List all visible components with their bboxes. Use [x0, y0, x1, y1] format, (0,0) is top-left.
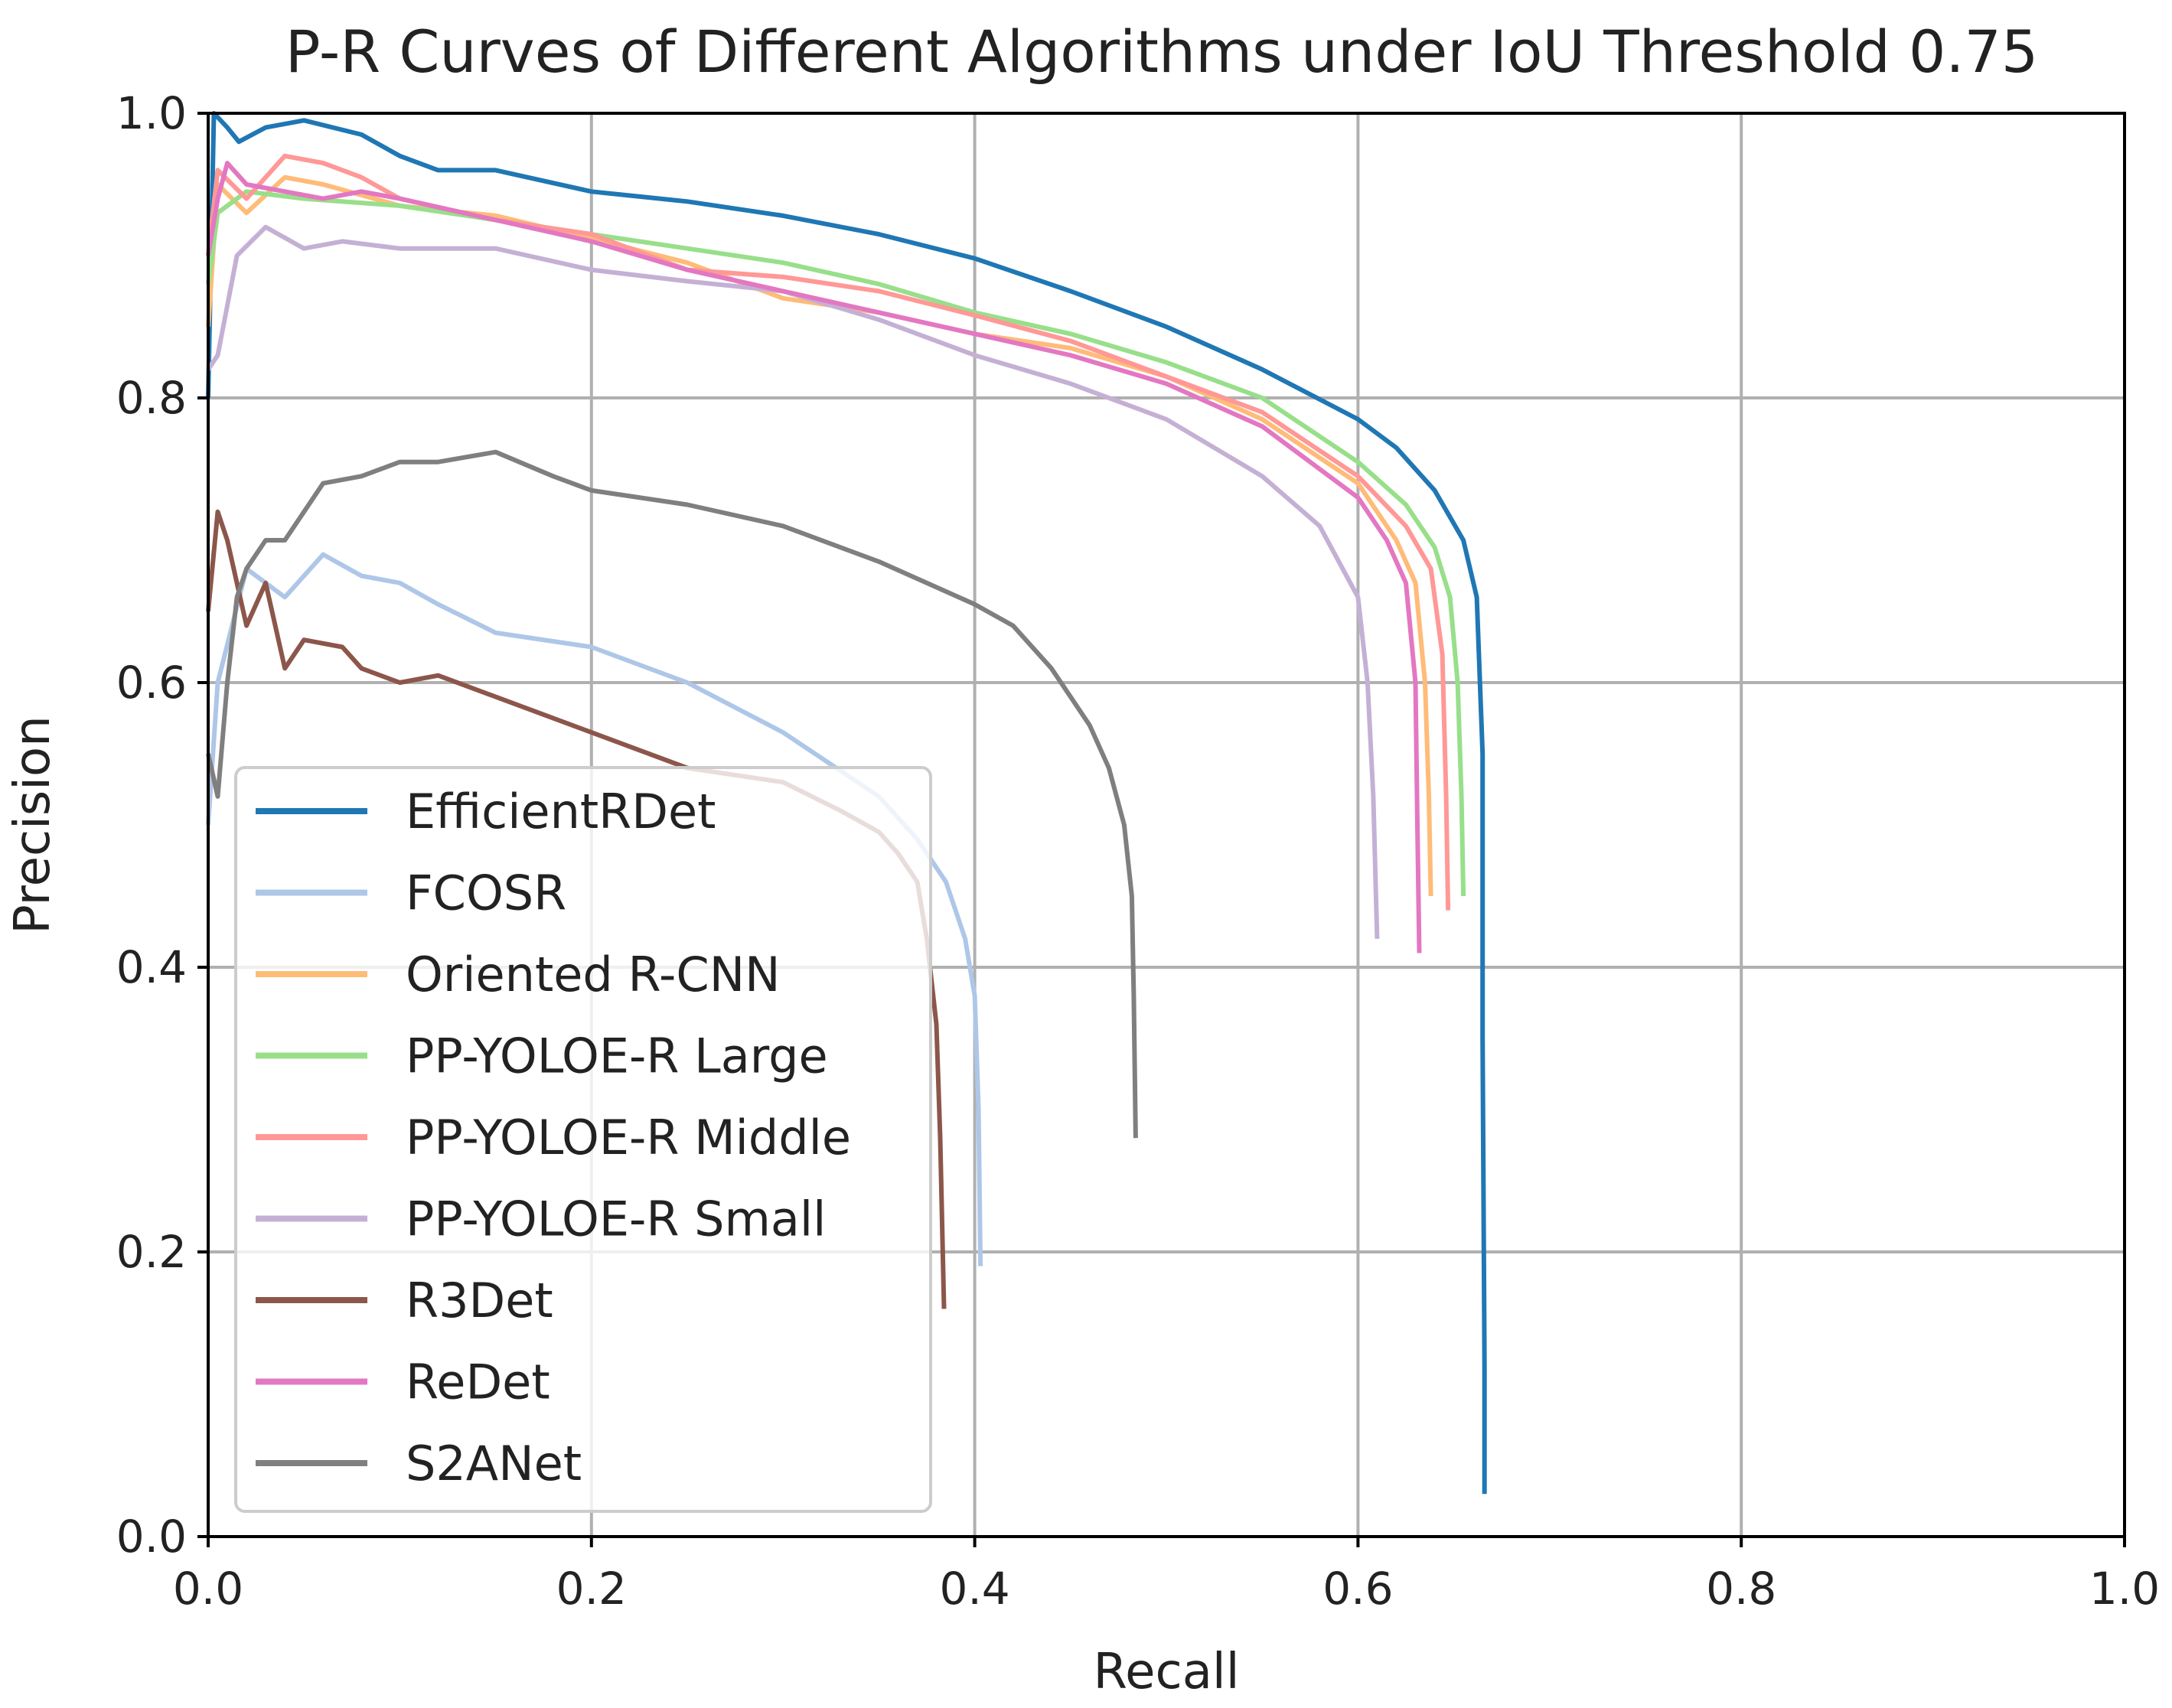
axis-ticks: 0.0 0.2 0.4 0.6 0.8 1.0 0.0 0.2 0.4 0.6 0.8 1.0 — [116, 87, 2160, 1615]
y-axis-label: Precision — [5, 715, 61, 934]
series-line-pp-yoloe-r-middle — [206, 153, 1451, 911]
y-tick-label: 1.0 — [116, 87, 187, 139]
x-tick-label: 0.0 — [173, 1563, 243, 1615]
series-line-pp-yoloe-r-large — [206, 189, 1466, 897]
y-tick-label: 0.8 — [116, 372, 187, 424]
y-tick-label: 0.2 — [116, 1226, 187, 1278]
y-tick-label: 0.4 — [116, 941, 187, 993]
x-tick-label: 0.6 — [1322, 1563, 1393, 1615]
legend-label-s2anet: S2ANet — [406, 1436, 582, 1491]
x-tick-label: 0.2 — [556, 1563, 627, 1615]
plot-frame — [207, 112, 2126, 1538]
x-tick-label: 1.0 — [2089, 1563, 2160, 1615]
legend-label-fcosr: FCOSR — [406, 865, 566, 921]
chart-title: P-R Curves of Different Algorithms under… — [285, 18, 2038, 86]
legend: EfficientRDet FCOSR Oriented R-CNN PP-YOLOE… — [234, 766, 932, 1513]
x-axis-label: Recall — [1094, 1644, 1240, 1700]
series-line-redet — [206, 161, 1422, 953]
y-tick-label: 0.0 — [116, 1511, 187, 1563]
legend-label-r3det: R3Det — [406, 1273, 553, 1328]
legend-label-pp-yoloe-r-middle: PP-YOLOE-R Middle — [406, 1110, 851, 1165]
series-group — [206, 111, 1487, 1494]
x-tick-label: 0.8 — [1706, 1563, 1776, 1615]
legend-label-efficientrdet: EfficientRDet — [406, 784, 716, 839]
series-line-s2anet — [206, 449, 1138, 1139]
legend-label-redet: ReDet — [406, 1354, 550, 1410]
legend-box — [234, 766, 932, 1513]
legend-label-oriented-r-cnn: Oriented R-CNN — [406, 947, 780, 1002]
legend-label-pp-yoloe-r-large: PP-YOLOE-R Large — [406, 1028, 828, 1084]
legend-label-pp-yoloe-r-small: PP-YOLOE-R Small — [406, 1191, 826, 1247]
x-tick-label: 0.4 — [939, 1563, 1009, 1615]
series-line-fcosr — [206, 552, 983, 1266]
series-line-efficientrdet — [206, 111, 1487, 1494]
y-tick-label: 0.6 — [116, 657, 187, 709]
